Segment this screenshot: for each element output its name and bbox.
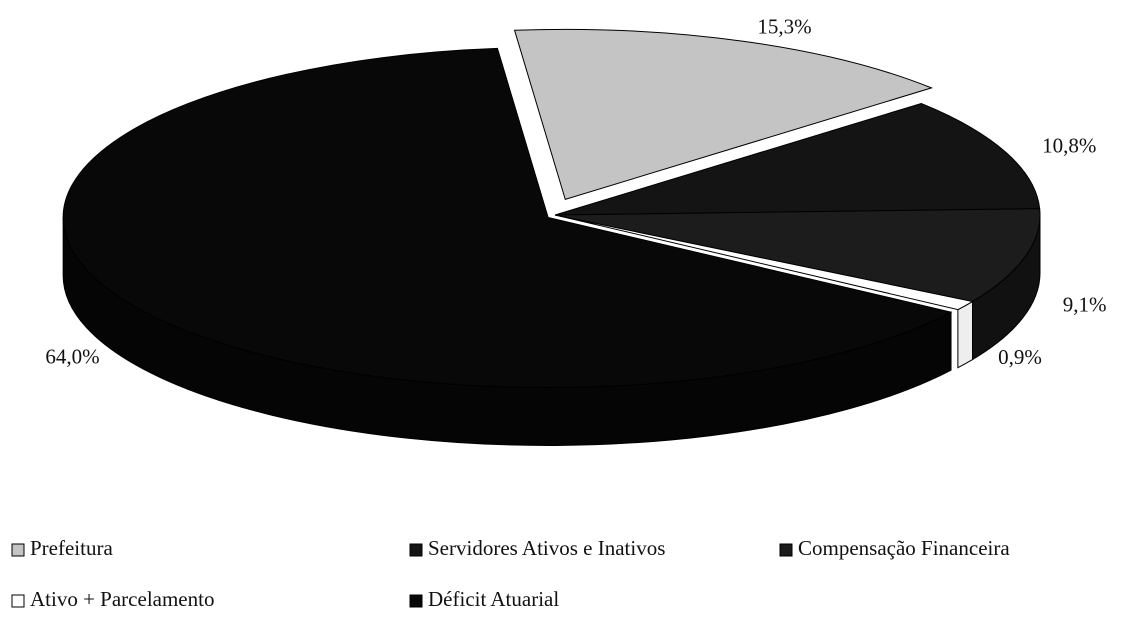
data-label: 9,1% bbox=[1063, 292, 1107, 316]
legend-swatch bbox=[779, 543, 793, 557]
slice bbox=[62, 47, 953, 388]
legend-label: Compensação Financeira bbox=[798, 536, 1010, 560]
data-label: 0,9% bbox=[998, 345, 1042, 369]
slice bbox=[554, 214, 974, 311]
data-label: 10,8% bbox=[1042, 133, 1096, 157]
legend-label: Déficit Atuarial bbox=[428, 587, 559, 611]
legend-swatch bbox=[11, 543, 25, 557]
slice bbox=[513, 28, 933, 200]
slice-side bbox=[957, 300, 973, 369]
slice bbox=[554, 208, 1041, 303]
legend-swatch bbox=[409, 594, 423, 608]
data-label: 15,3% bbox=[757, 14, 811, 38]
legend-swatch bbox=[11, 594, 25, 608]
legend-label: Ativo + Parcelamento bbox=[30, 587, 214, 611]
legend-swatch bbox=[409, 543, 423, 557]
data-label: 64,0% bbox=[45, 344, 99, 368]
slice bbox=[554, 102, 1041, 216]
legend-label: Prefeitura bbox=[30, 536, 113, 560]
legend-label: Servidores Ativos e Inativos bbox=[428, 536, 665, 560]
